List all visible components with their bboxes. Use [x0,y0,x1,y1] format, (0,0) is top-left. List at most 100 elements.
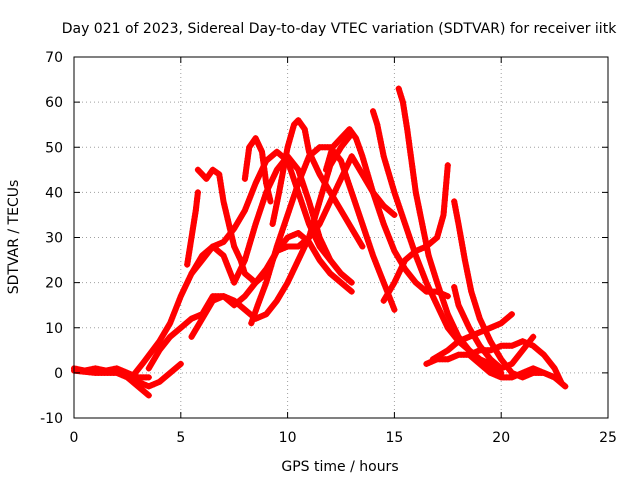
data-point [145,374,152,381]
data-point [409,243,416,250]
data-point [348,288,355,295]
data-point [132,377,139,384]
data-point [309,209,316,216]
data-point [377,212,384,219]
data-point [304,215,310,222]
data-point [328,147,335,154]
data-point [289,127,296,134]
data-point [475,312,482,319]
data-point [352,200,359,207]
data-point [194,189,201,196]
data-point [250,229,257,236]
data-point [363,232,370,239]
data-point [305,218,311,225]
data-point [259,290,265,297]
data-point [355,209,362,216]
data-point [355,141,362,148]
data-point [323,164,330,170]
data-layer [71,85,569,399]
data-point [251,183,258,190]
data-point [250,226,257,233]
data-point [315,228,321,235]
data-point [113,369,120,376]
data-point [247,237,254,244]
data-point [262,282,269,289]
data-point [361,226,368,233]
data-point [312,220,319,227]
data-point [400,215,407,222]
x-axis-title: GPS time / hours [281,459,398,475]
data-point [303,212,309,219]
data-point [357,147,364,154]
data-point [253,305,260,312]
data-point [308,226,315,233]
data-point [220,252,227,259]
data-point [361,161,368,168]
data-point [348,279,355,286]
data-point [228,231,235,238]
data-point [407,238,414,245]
data-point [395,85,402,92]
data-point [373,200,380,207]
y-tick-label: 50 [45,140,63,156]
data-point [284,211,291,218]
data-point [392,192,399,199]
data-point [286,138,293,145]
data-point [444,293,451,300]
data-point [260,288,266,295]
data-point [283,214,290,221]
data-point [393,195,400,202]
data-point [562,383,569,390]
data-point [371,192,377,199]
data-point [342,172,349,179]
data-point [304,192,310,199]
data-point [289,197,296,204]
data-point [242,254,249,261]
data-point [406,232,412,239]
data-point [145,392,152,399]
data-point [359,221,366,227]
data-point [302,186,309,193]
data-point [302,209,309,216]
y-tick-label: 60 [45,95,63,111]
data-point [255,212,262,219]
data-point [257,206,264,213]
data-point [327,152,334,159]
data-point [369,186,376,193]
data-point [290,175,297,181]
data-point [289,172,296,179]
data-point [439,294,445,300]
data-point [433,276,440,283]
data-point [370,252,376,259]
data-point [303,189,309,196]
data-point [390,186,397,193]
data-point [374,203,381,210]
data-point [349,192,356,199]
data-point [402,221,409,227]
data-point [427,258,434,265]
data-point [431,270,438,277]
data-point [364,169,371,176]
data-point [294,183,301,190]
series-s16 [380,162,451,304]
data-point [300,203,307,210]
data-point [306,198,312,205]
data-point [310,212,317,219]
data-point [365,172,372,179]
series-s12 [269,117,366,250]
data-point [338,157,344,164]
data-point [364,235,371,242]
data-point [287,166,294,173]
data-point [365,238,372,245]
data-point [319,190,326,197]
data-point [327,149,334,156]
data-point [305,195,311,202]
data-point [472,300,479,307]
data-point [275,237,282,244]
data-point [437,288,443,295]
y-tick-label: -10 [40,411,63,427]
data-point [354,138,360,145]
x-tick-label: 10 [279,430,297,446]
data-point [287,203,294,210]
